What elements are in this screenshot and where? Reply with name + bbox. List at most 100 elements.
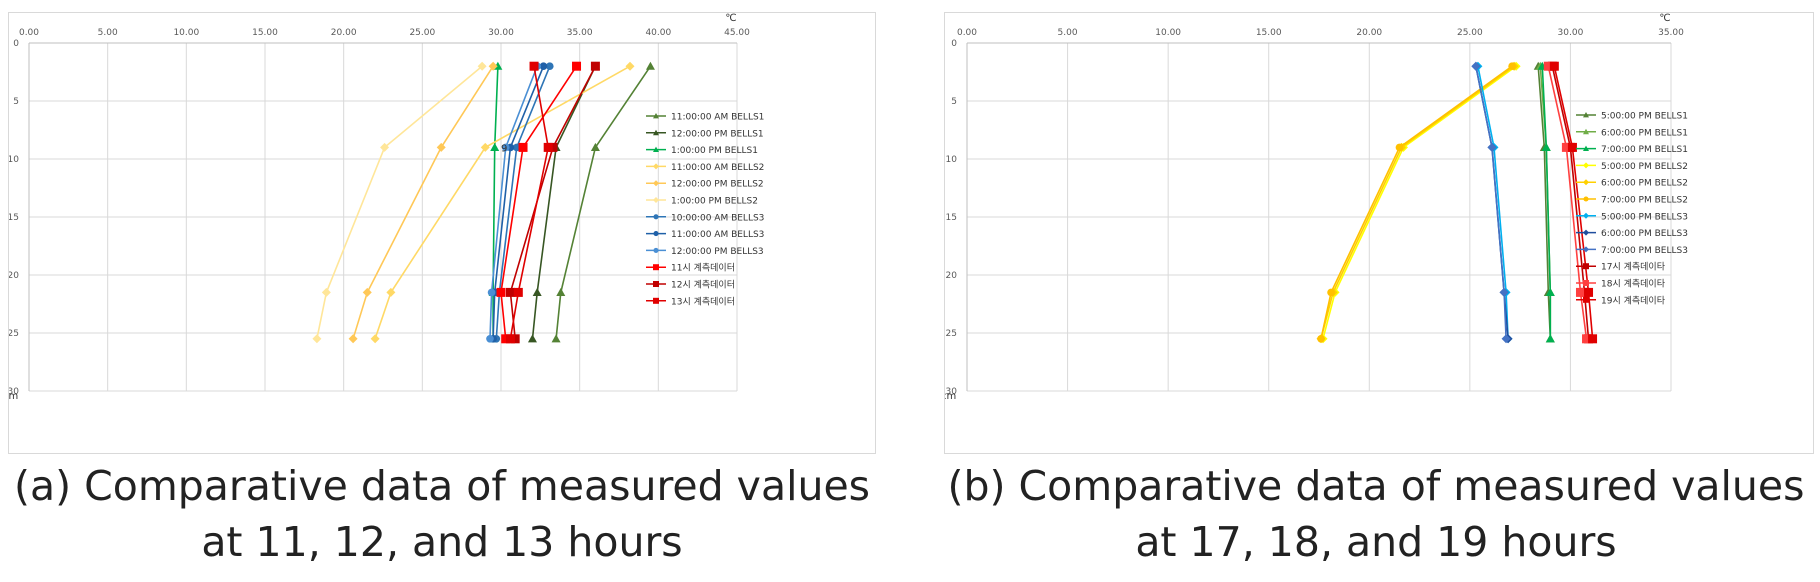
- data-point: [386, 287, 396, 297]
- data-point: [1582, 334, 1592, 344]
- data-point: [1567, 142, 1577, 152]
- legend-item: 5:00:00 PM BELLS2: [1576, 162, 1688, 172]
- legend-item: 17시 계측데이타: [1576, 261, 1666, 273]
- legend-item: 5:00:00 PM BELLS1: [1576, 112, 1688, 122]
- legend-swatch-marker: [1583, 196, 1589, 202]
- legend-swatch-marker: [653, 264, 659, 271]
- data-point: [1543, 61, 1553, 71]
- data-point: [532, 287, 542, 296]
- legend-swatch-marker: [1583, 145, 1589, 151]
- x-tick-label: 25.00: [1457, 28, 1483, 38]
- caption-b-line1: (b) Comparative data of measured values: [947, 462, 1805, 510]
- chart-panel-b: 0.00 5.00 10.00 15.00 20.00 25.00 30.00 35.00 0 5…: [944, 12, 1814, 454]
- data-point: [488, 61, 498, 71]
- data-point: [1327, 288, 1335, 297]
- legend-swatch-marker: [653, 129, 659, 136]
- legend-swatch-marker: [653, 281, 659, 287]
- data-point: [539, 62, 548, 71]
- series-line: [531, 65, 597, 339]
- x-unit-label: ℃: [1659, 13, 1670, 24]
- y-tick-label: 0: [951, 39, 957, 49]
- series-line: [1477, 66, 1509, 339]
- chart-a-svg: 0.00 5.00 10.00 15.00 20.00 25.00 30.00 35.00 40…: [9, 13, 764, 402]
- legend-label: 7:00:00 PM BELLS2: [1601, 196, 1688, 206]
- x-tick-label: 10.00: [1155, 28, 1181, 38]
- series-7: [1473, 61, 1513, 344]
- x-tick-label: 35.00: [567, 28, 593, 38]
- legend-item: 11:00:00 AM BELLS3: [646, 230, 764, 240]
- legend-item: 6:00:00 PM BELLS3: [1576, 229, 1688, 239]
- data-point: [480, 142, 490, 152]
- x-tick-label: 10.00: [173, 28, 199, 38]
- legend-item: 1:00:00 PM BELLS1: [646, 146, 758, 156]
- legend-swatch-marker: [653, 247, 659, 253]
- legend-label: 1:00:00 PM BELLS1: [671, 146, 758, 156]
- y-unit-label: cm: [945, 391, 956, 402]
- legend-label: 11:00:00 AM BELLS1: [671, 113, 764, 123]
- data-point: [529, 61, 539, 71]
- y-tick-label: 20: [9, 271, 19, 281]
- series-line: [1541, 66, 1552, 339]
- data-point: [556, 287, 566, 296]
- legend-item: 12:00:00 PM BELLS2: [646, 180, 764, 190]
- series-12: [1549, 61, 1598, 344]
- data-point: [518, 142, 528, 152]
- data-point: [572, 61, 582, 71]
- legend-label: 6:00:00 PM BELLS1: [1601, 128, 1688, 138]
- legend-label: 11시 계측데이터: [671, 262, 735, 274]
- series-12: [505, 61, 553, 344]
- series-4: [1318, 61, 1521, 344]
- series-11: [505, 61, 600, 344]
- data-point: [1471, 61, 1481, 71]
- data-point: [505, 287, 515, 297]
- legend-item: 13시 계측데이터: [646, 295, 735, 307]
- series-line: [1537, 66, 1552, 339]
- data-point: [513, 287, 523, 297]
- legend-label: 6:00:00 PM BELLS2: [1601, 179, 1688, 189]
- series-line: [509, 65, 597, 339]
- legend-swatch-marker: [653, 214, 659, 220]
- data-point: [1501, 334, 1511, 344]
- y-tick-label: 25: [946, 329, 957, 339]
- data-point: [1588, 334, 1598, 344]
- series-4: [370, 61, 635, 344]
- legend-item: 12:00:00 PM BELLS3: [646, 247, 764, 257]
- x-tick-label: 15.00: [1256, 28, 1282, 38]
- data-point: [501, 143, 510, 152]
- legend-swatch-marker: [653, 297, 659, 304]
- legend-label: 5:00:00 PM BELLS1: [1601, 112, 1688, 122]
- data-point: [625, 61, 635, 71]
- data-point: [487, 288, 496, 297]
- y-tick-label: 0: [13, 39, 19, 49]
- data-point: [486, 334, 494, 343]
- legend-label: 12:00:00 PM BELLS3: [671, 247, 764, 257]
- y-tick-label: 10: [946, 155, 958, 165]
- y-tick-label: 5: [13, 97, 19, 107]
- series-line: [492, 65, 545, 339]
- data-point: [1395, 143, 1404, 152]
- x-tick-label: 15.00: [252, 28, 278, 38]
- legend-item: 1:00:00 PM BELLS2: [646, 197, 758, 207]
- data-point: [645, 61, 655, 70]
- data-point: [590, 142, 600, 151]
- caption-a: (a) Comparative data of measured values …: [0, 458, 892, 570]
- data-label: 9: [501, 143, 507, 154]
- legend-item: 19시 계측데이타: [1576, 294, 1666, 306]
- legend-item: 7:00:00 PM BELLS3: [1576, 246, 1688, 256]
- series-line: [1322, 65, 1517, 340]
- legend: 5:00:00 PM BELLS1 6:00:00 PM BELLS1 7:00:0…: [1576, 112, 1688, 306]
- legend-item: 12시 계측데이터: [646, 279, 735, 291]
- data-point: [321, 287, 331, 297]
- legend-swatch-marker: [653, 113, 659, 119]
- legend-swatch-marker: [653, 146, 659, 152]
- x-tick-label: 20.00: [1356, 28, 1382, 38]
- legend-label: 11:00:00 AM BELLS3: [671, 230, 764, 240]
- legend-swatch-marker: [1583, 246, 1589, 253]
- data-point: [543, 142, 553, 152]
- series-line: [352, 65, 494, 340]
- x-tick-label: 20.00: [331, 28, 357, 38]
- legend-swatch-marker: [1583, 112, 1589, 118]
- series-line: [495, 65, 551, 339]
- series-6: [1317, 62, 1516, 343]
- legend-item: 7:00:00 PM BELLS2: [1576, 196, 1688, 206]
